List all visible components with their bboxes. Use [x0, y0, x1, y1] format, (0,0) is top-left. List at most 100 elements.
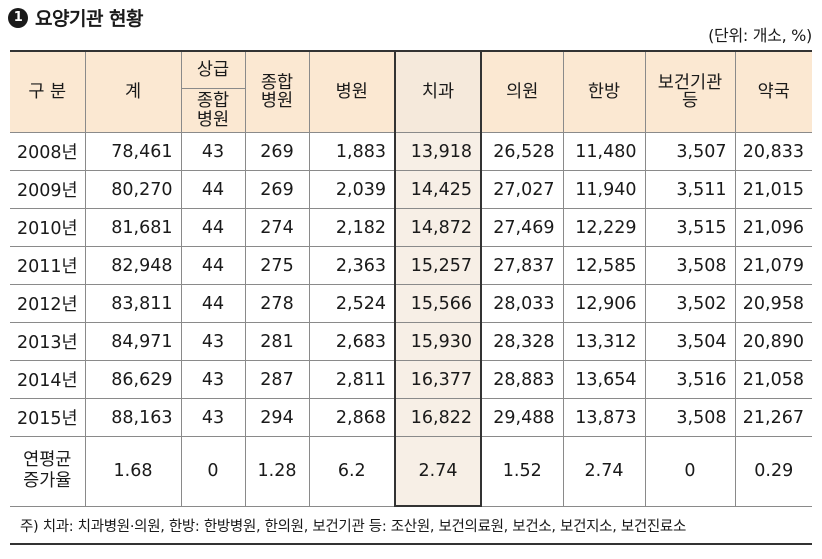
oriental-cell: 13,654: [562, 360, 646, 399]
hospital-cell: 2,039: [308, 170, 396, 209]
hospital-cell: 2,811: [308, 360, 396, 399]
year-cell: 2008년: [10, 132, 86, 171]
tertiary-cell: 43: [180, 398, 246, 437]
table-row: 2010년 81,681 44 274 2,182 14,872 27,469 …: [10, 208, 812, 247]
header-health-line2: 등: [681, 91, 699, 111]
oriental-cell: 12,585: [562, 246, 646, 285]
table-row: 2008년 78,461 43 269 1,883 13,918 26,528 …: [10, 132, 812, 171]
header-category: 구 분: [10, 50, 86, 133]
pharmacy-cell: 20,958: [734, 284, 812, 323]
total-cell: 81,681: [84, 208, 182, 247]
hospital-cell: 2,524: [308, 284, 396, 323]
hospital-growth: 6.2: [308, 436, 396, 507]
tertiary-growth: 0: [180, 436, 246, 507]
total-cell: 84,971: [84, 322, 182, 361]
tertiary-cell: 44: [180, 284, 246, 323]
header-health: 보건기관 등: [644, 50, 736, 133]
hospital-cell: 2,363: [308, 246, 396, 285]
unit-note: (단위: 개소, %): [708, 26, 812, 45]
header-general-line2: 병원: [260, 91, 294, 111]
total-cell: 88,163: [84, 398, 182, 437]
general-cell: 269: [244, 132, 310, 171]
table-row: 2009년 80,270 44 269 2,039 14,425 27,027 …: [10, 170, 812, 209]
clinic-growth: 1.52: [480, 436, 564, 507]
header-health-line1: 보건기관: [657, 72, 723, 93]
tertiary-cell: 43: [180, 132, 246, 171]
header-tertiary-general-line2: 병원: [196, 109, 230, 130]
table-row: 2012년 83,811 44 278 2,524 15,566 28,033 …: [10, 284, 812, 323]
tertiary-cell: 44: [180, 170, 246, 209]
oriental-cell: 13,873: [562, 398, 646, 437]
tertiary-cell: 44: [180, 208, 246, 247]
oriental-cell: 12,229: [562, 208, 646, 247]
oriental-growth: 2.74: [562, 436, 646, 507]
clinic-cell: 28,328: [480, 322, 564, 361]
year-cell: 2015년: [10, 398, 86, 437]
header-general-line1: 종합: [260, 72, 294, 93]
clinic-cell: 27,837: [480, 246, 564, 285]
clinic-cell: 27,469: [480, 208, 564, 247]
oriental-cell: 11,480: [562, 132, 646, 171]
footnote: 주) 치과: 치과병원·의원, 한방: 한방병원, 한의원, 보건기관 등: 조…: [10, 505, 812, 545]
pharmacy-cell: 20,833: [734, 132, 812, 171]
pharmacy-cell: 20,890: [734, 322, 812, 361]
general-cell: 274: [244, 208, 310, 247]
pharmacy-cell: 21,096: [734, 208, 812, 247]
growth-label-line2: 증가율: [23, 471, 72, 492]
total-cell: 78,461: [84, 132, 182, 171]
oriental-cell: 13,312: [562, 322, 646, 361]
hospital-cell: 2,182: [308, 208, 396, 247]
health-cell: 3,508: [644, 398, 736, 437]
health-cell: 3,511: [644, 170, 736, 209]
header-general-hospital: 종합 병원: [244, 50, 310, 133]
health-cell: 3,516: [644, 360, 736, 399]
year-cell: 2012년: [10, 284, 86, 323]
dental-cell: 15,257: [394, 246, 482, 285]
oriental-cell: 12,906: [562, 284, 646, 323]
page-title: 1 요양기관 현황: [8, 4, 144, 31]
header-total: 계: [84, 50, 182, 133]
total-cell: 82,948: [84, 246, 182, 285]
tertiary-cell: 43: [180, 360, 246, 399]
clinic-cell: 29,488: [480, 398, 564, 437]
header-pharmacy: 약국: [734, 50, 812, 133]
header-clinic: 의원: [480, 50, 564, 133]
general-cell: 275: [244, 246, 310, 285]
hospital-cell: 2,683: [308, 322, 396, 361]
general-cell: 269: [244, 170, 310, 209]
table-row: 2014년 86,629 43 287 2,811 16,377 28,883 …: [10, 360, 812, 399]
hospital-cell: 1,883: [308, 132, 396, 171]
general-cell: 294: [244, 398, 310, 437]
clinic-cell: 28,883: [480, 360, 564, 399]
table-row: 2011년 82,948 44 275 2,363 15,257 27,837 …: [10, 246, 812, 285]
footnote-row: 주) 치과: 치과병원·의원, 한방: 한방병원, 한의원, 보건기관 등: 조…: [10, 505, 812, 545]
dental-cell: 15,566: [394, 284, 482, 323]
health-cell: 3,504: [644, 322, 736, 361]
year-cell: 2010년: [10, 208, 86, 247]
health-cell: 3,507: [644, 132, 736, 171]
table-row: 2013년 84,971 43 281 2,683 15,930 28,328 …: [10, 322, 812, 361]
annual-growth-row: 연평균 증가율 1.68 0 1.28 6.2 2.74 1.52 2.74 0…: [10, 436, 812, 507]
pharmacy-cell: 21,015: [734, 170, 812, 209]
dental-cell: 14,425: [394, 170, 482, 209]
growth-label-line1: 연평균: [23, 450, 72, 471]
clinic-cell: 28,033: [480, 284, 564, 323]
health-cell: 3,515: [644, 208, 736, 247]
facilities-table: 구 분 계 상급 종합 병원 병원 치과 의원 한방 보건기관 등 약국 종합 …: [10, 50, 812, 545]
year-cell: 2009년: [10, 170, 86, 209]
dental-growth: 2.74: [394, 436, 482, 507]
year-cell: 2013년: [10, 322, 86, 361]
growth-label: 연평균 증가율: [10, 436, 86, 507]
hospital-cell: 2,868: [308, 398, 396, 437]
general-cell: 278: [244, 284, 310, 323]
general-cell: 281: [244, 322, 310, 361]
health-cell: 3,508: [644, 246, 736, 285]
pharmacy-growth: 0.29: [734, 436, 812, 507]
header-tertiary: 상급: [180, 50, 246, 89]
oriental-cell: 11,940: [562, 170, 646, 209]
year-cell: 2014년: [10, 360, 86, 399]
pharmacy-cell: 21,058: [734, 360, 812, 399]
tertiary-cell: 43: [180, 322, 246, 361]
clinic-cell: 26,528: [480, 132, 564, 171]
tertiary-cell: 44: [180, 246, 246, 285]
